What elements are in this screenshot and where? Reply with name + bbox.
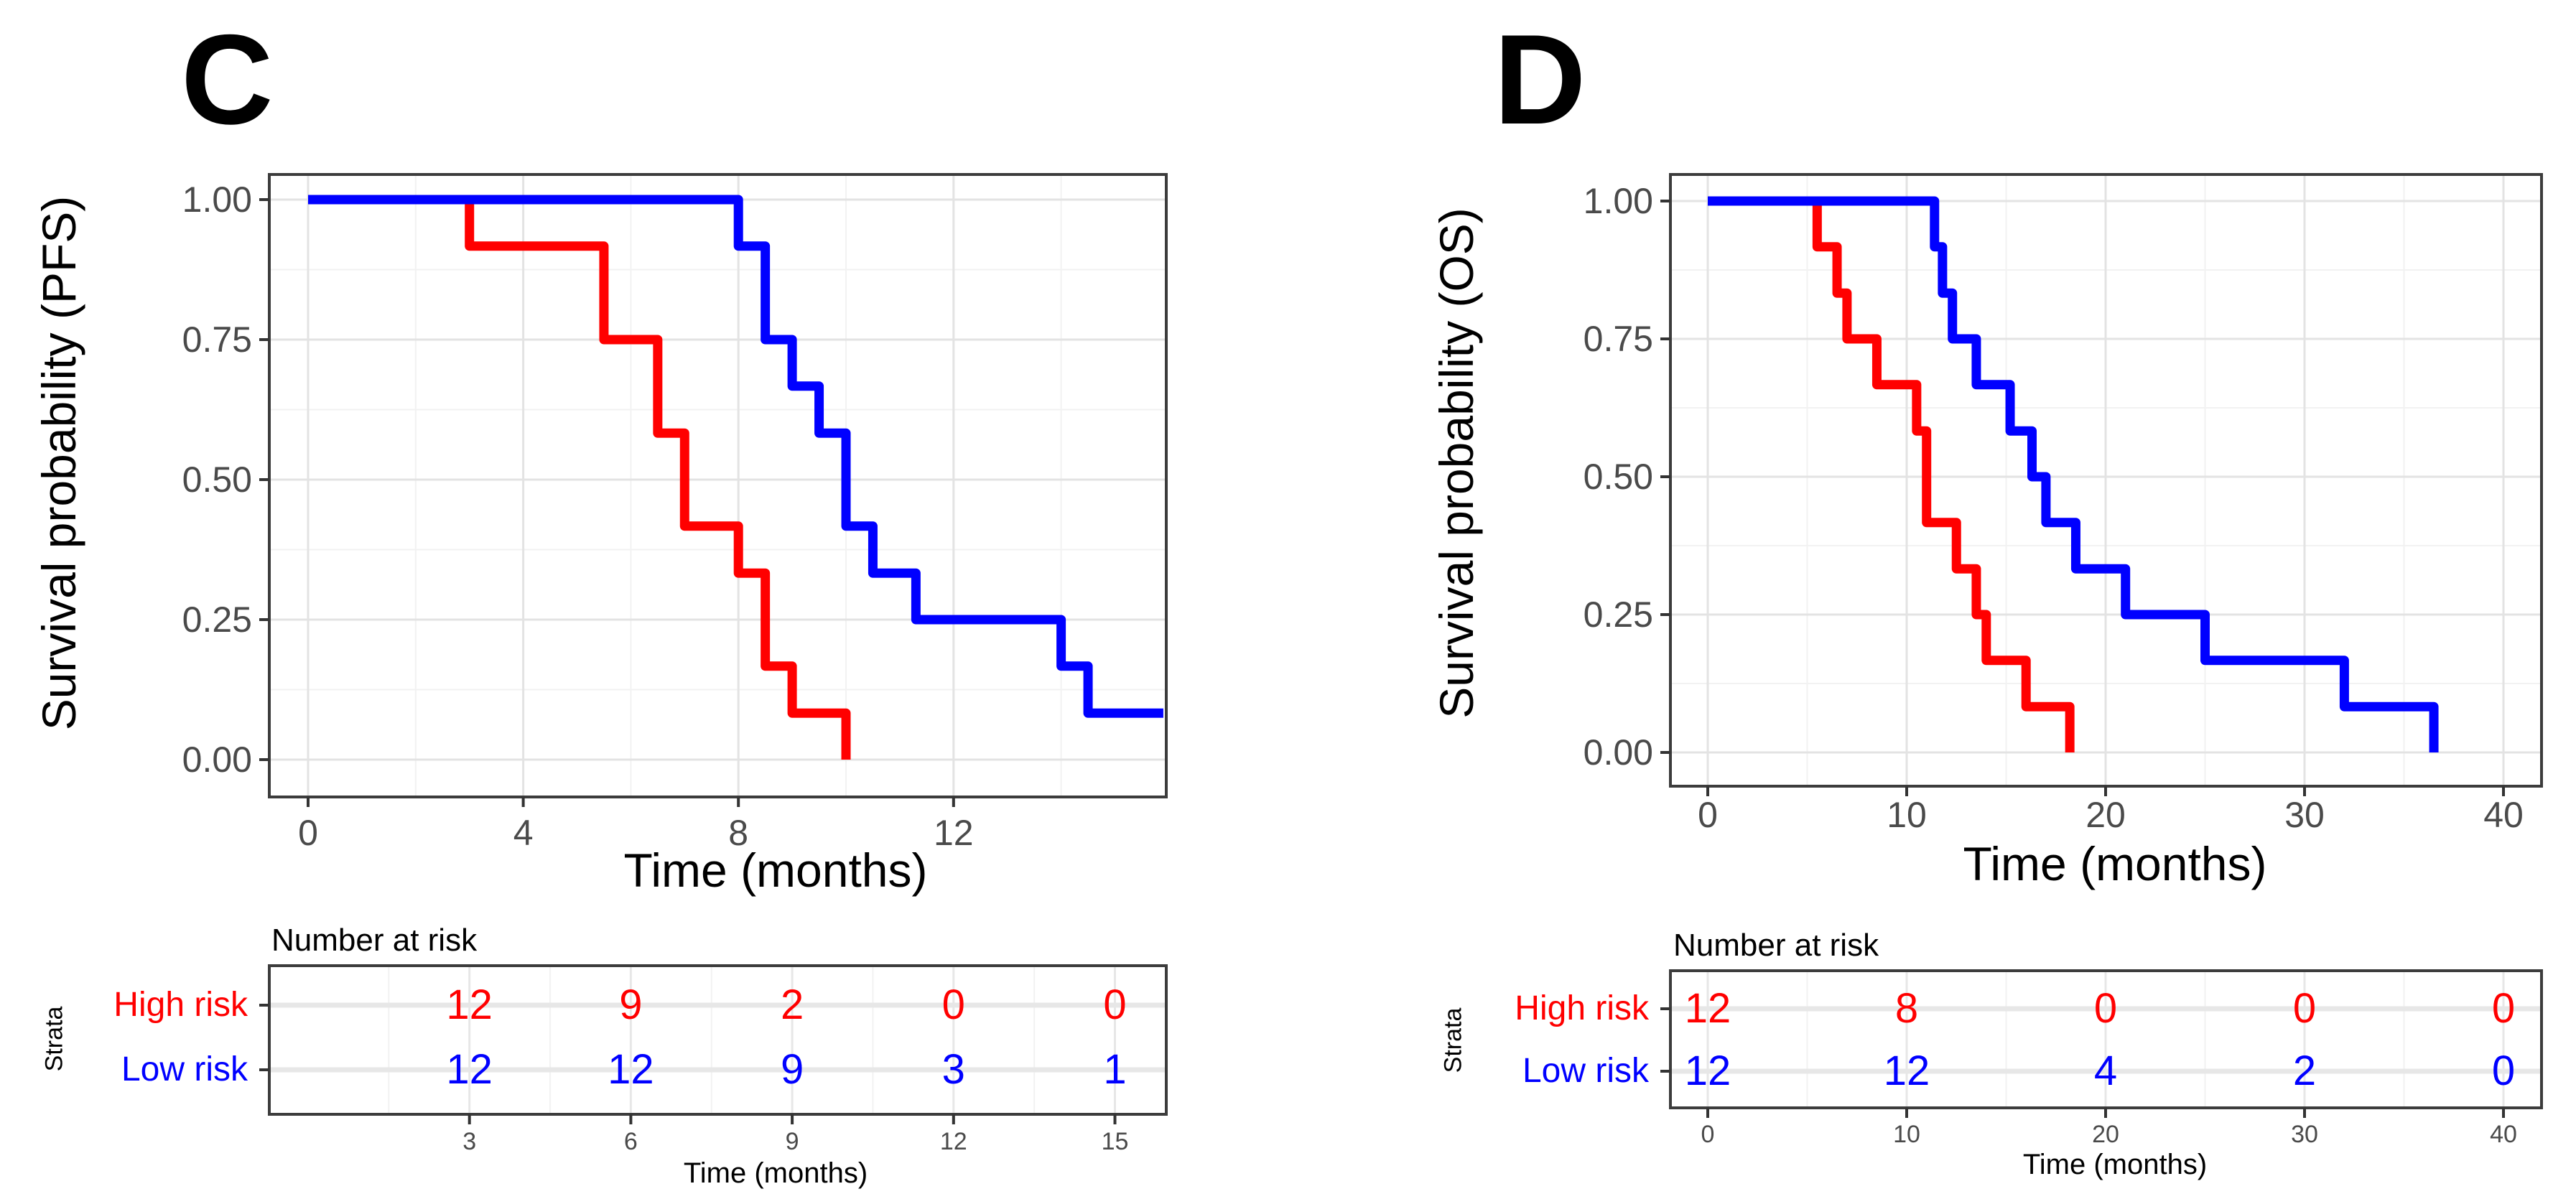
risk-table-tick-label: 12: [939, 1128, 967, 1155]
y-tick-label: 0.75: [182, 320, 252, 360]
km-curve-high-risk: [1708, 196, 2075, 752]
risk-count: 4: [2093, 1048, 2118, 1094]
risk-count: 0: [2093, 985, 2118, 1032]
risk-count: 0: [2292, 985, 2317, 1032]
risk-table-border: [268, 964, 1168, 1116]
risk-table-background: [269, 966, 1166, 1114]
km-plot-C: [259, 173, 1168, 807]
risk-table-title: Number at risk: [1673, 928, 1879, 963]
y-tick-label: 0.00: [182, 740, 252, 780]
x-axis-title-pfs: Time (months): [623, 844, 928, 897]
x-tick-label: 10: [1887, 795, 1927, 835]
risk-table-C: [259, 964, 1168, 1124]
risk-table-x-axis-title: Time (months): [683, 1157, 868, 1189]
risk-table-tick-label: 3: [462, 1128, 477, 1155]
risk-table-tick-label: 15: [1101, 1128, 1129, 1155]
strata-axis-label: Strata: [40, 1006, 68, 1072]
risk-count: 0: [941, 981, 965, 1028]
risk-row-label-low: Low risk: [121, 1050, 248, 1088]
y-tick-label: 0.00: [1583, 732, 1653, 773]
x-tick-label: 20: [2086, 795, 2126, 835]
y-tick-label: 0.75: [1583, 319, 1653, 359]
km-curve-high-risk: [308, 195, 851, 760]
x-tick-label: 0: [298, 813, 318, 853]
km-curve-low-risk: [1708, 196, 2439, 752]
risk-count: 1: [1103, 1046, 1127, 1093]
risk-count: 12: [1684, 1048, 1731, 1094]
y-tick-label: 0.50: [182, 460, 252, 500]
risk-count: 0: [2491, 1048, 2516, 1094]
y-tick-label: 1.00: [1583, 181, 1653, 221]
risk-row-label-low: Low risk: [1522, 1052, 1649, 1090]
risk-count: 0: [1103, 981, 1127, 1028]
y-tick-label: 0.50: [1583, 457, 1653, 497]
plot-border: [268, 173, 1168, 798]
risk-table-tick-label: 30: [2291, 1121, 2318, 1148]
risk-count: 12: [446, 981, 493, 1028]
y-tick-label: 1.00: [182, 179, 252, 220]
x-tick-label: 4: [513, 813, 534, 853]
risk-table-tick-label: 9: [785, 1128, 799, 1155]
risk-table-tick-label: 0: [1701, 1121, 1715, 1148]
risk-count: 8: [1894, 985, 1919, 1032]
plot-background: [269, 174, 1166, 797]
y-axis-title-os: Survival probability (OS): [1430, 207, 1483, 719]
risk-count: 0: [2491, 985, 2516, 1032]
strata-axis-label: Strata: [1439, 1007, 1467, 1073]
risk-count: 9: [619, 981, 643, 1028]
panel-label-c: C: [181, 8, 274, 151]
risk-count: 9: [780, 1046, 804, 1093]
risk-table-tick-label: 40: [2490, 1121, 2517, 1148]
y-tick-label: 0.25: [1583, 594, 1653, 635]
panel-label-d: D: [1494, 8, 1586, 151]
risk-table-tick-label: 6: [623, 1128, 638, 1155]
risk-row-label-high: High risk: [113, 986, 248, 1024]
x-tick-label: 30: [2284, 795, 2325, 835]
risk-count: 12: [1684, 985, 1731, 1032]
risk-count: 12: [608, 1046, 654, 1093]
risk-count: 12: [1883, 1048, 1930, 1094]
risk-table-tick-label: 10: [1893, 1121, 1920, 1148]
risk-count: 12: [446, 1046, 493, 1093]
y-axis-title-pfs: Survival probability (PFS): [32, 195, 85, 731]
x-axis-title-os: Time (months): [1963, 837, 2267, 890]
x-tick-label: 12: [933, 813, 974, 853]
km-plot-D: [1660, 173, 2543, 796]
y-tick-label: 0.25: [182, 600, 252, 640]
risk-row-label-high: High risk: [1515, 989, 1649, 1027]
risk-count: 3: [941, 1046, 965, 1093]
x-tick-label: 0: [1698, 795, 1718, 835]
x-tick-label: 8: [728, 813, 749, 853]
risk-table-x-axis-title: Time (months): [2022, 1149, 2208, 1180]
risk-table-title: Number at risk: [271, 923, 478, 958]
km-curve-low-risk: [308, 195, 1163, 718]
risk-count: 2: [2292, 1048, 2317, 1094]
risk-count: 2: [780, 981, 804, 1028]
risk-table-tick-label: 20: [2092, 1121, 2119, 1148]
x-tick-label: 40: [2483, 795, 2524, 835]
risk-table-D: [1660, 969, 2543, 1118]
